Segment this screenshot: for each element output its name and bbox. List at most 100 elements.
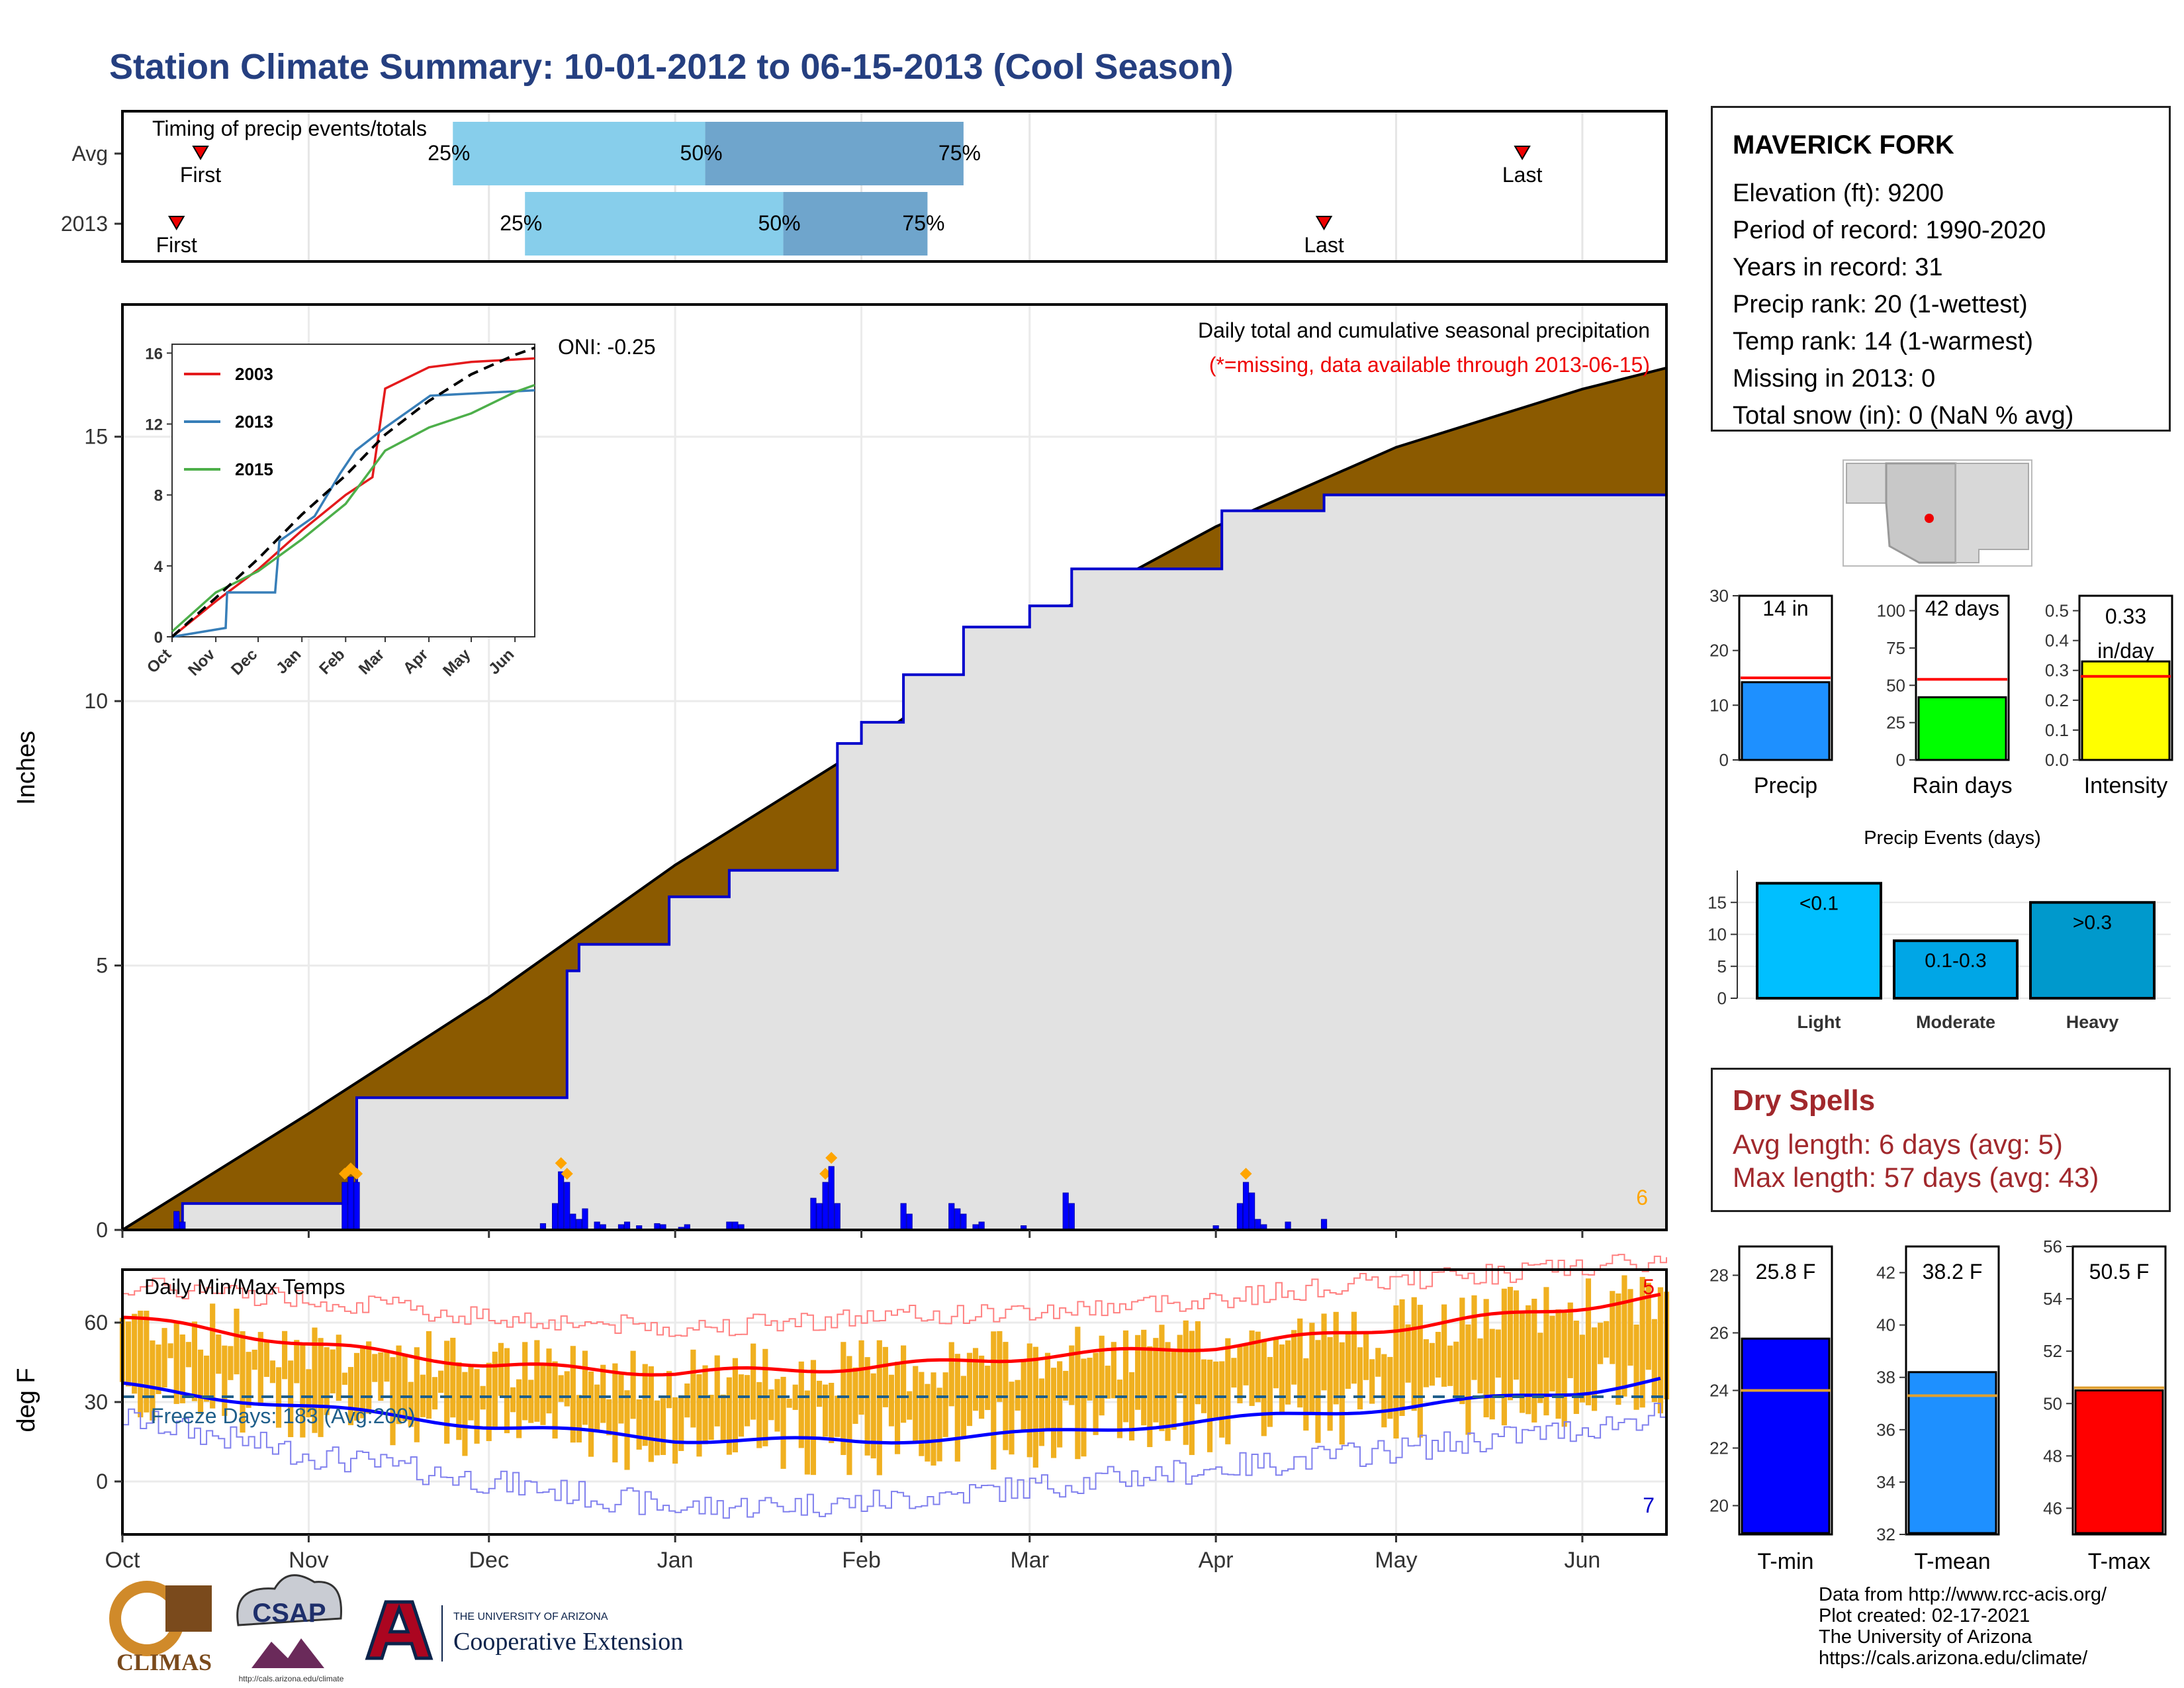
precip-ytick-label: 10 [84,689,108,713]
daily-temp-bar [197,1349,204,1415]
daily-temp-bar [528,1380,534,1423]
daily-temp-bar [1153,1338,1159,1423]
daily-precip-bar [1255,1219,1261,1231]
daily-temp-bar [534,1340,540,1422]
daily-temp-bar [546,1348,552,1414]
daily-precip-bar [173,1211,180,1231]
daily-temp-bar [228,1346,234,1380]
inset-ytick-label: 8 [154,487,163,505]
events-bar [1893,939,2019,1000]
daily-temp-bar [414,1347,420,1442]
daily-temp-bar [864,1357,870,1456]
temp-ytick-label: 60 [84,1311,108,1335]
daily-temp-bar [1087,1358,1093,1401]
daily-temp-bar [1141,1329,1147,1426]
daily-temp-bar [792,1384,798,1410]
daily-temp-bar [516,1379,522,1438]
average-min-line [122,1376,1661,1445]
daily-temp-bar [714,1355,720,1427]
station-period: Period of record: 1990-2020 [1733,216,2046,244]
daily-temp-bar [1116,1380,1123,1438]
daily-temp-bar [263,1340,269,1378]
daily-precip-flag [351,1168,363,1180]
daily-precip-bar [954,1208,961,1231]
temp-bar-tick-label: 22 [1709,1438,1729,1458]
daily-temp-bar [1231,1358,1237,1388]
daily-temp-bar [1598,1323,1604,1364]
daily-temp-bar [1399,1299,1405,1417]
daily-temp-bar [751,1343,756,1420]
mini-bar-tick-label: 0.5 [2045,601,2069,621]
daily-temp-bar [960,1376,966,1438]
daily-temp-bar [1567,1302,1573,1378]
cumulative-2013-line [122,493,1666,1231]
daily-temp-bar [1219,1361,1225,1438]
timing-row-label: 2013 [61,212,108,236]
daily-temp-bar [618,1374,624,1424]
daily-temp-bar [1411,1297,1417,1411]
daily-temp-bar [786,1398,792,1408]
mini-bar-value-label: 14 in [1762,596,1808,620]
daily-temp-bar [341,1372,347,1385]
daily-temp-bar [300,1343,306,1438]
temp-bar-value [1741,1337,1831,1534]
month-label: May [1375,1548,1417,1573]
daily-temp-bar [600,1364,606,1423]
daily-temp-bar [931,1372,936,1466]
daily-temp-bar [1520,1313,1525,1413]
month-label: Mar [1010,1548,1049,1573]
locator-map-state-az [1885,462,1957,564]
timing-last-marker [1315,216,1333,230]
month-label: Oct [105,1548,140,1573]
daily-temp-bar [1549,1315,1555,1391]
daily-temp-bar [1285,1340,1291,1405]
daily-temp-bar [979,1355,985,1419]
daily-temp-bar [985,1366,991,1411]
daily-temp-bar [204,1355,210,1402]
month-label: Apr [1199,1548,1234,1573]
mini-bar-tick-label: 25 [1886,713,1905,733]
events-bar-label: <0.1 [1799,892,1839,914]
daily-temp-bar [234,1308,240,1375]
daily-temp-bar [1111,1342,1116,1399]
daily-temp-bar [1639,1277,1645,1408]
timing-q50-label: 50% [680,141,723,165]
daily-temp-bar [1351,1311,1357,1384]
daily-temp-bar [1009,1382,1015,1455]
daily-precip-bar [1320,1219,1328,1231]
daily-temp-bar [846,1356,852,1476]
station-missing: Missing in 2013: 0 [1733,365,1936,393]
daily-temp-bar [997,1331,1003,1402]
daily-temp-bar [1291,1330,1297,1385]
daily-temp-bar [972,1348,979,1411]
daily-temp-bar [240,1331,246,1433]
daily-temp-bar [708,1395,714,1440]
daily-temp-bar [1050,1368,1057,1458]
temp-bar-value-label: 50.5 F [2089,1260,2150,1284]
events-bar-label: >0.3 [2073,912,2112,933]
daily-temp-bar [1531,1298,1537,1423]
daily-temp-bar [1387,1356,1393,1419]
mini-bar-value-label: 0.33 [2105,604,2146,628]
daily-temp-bar [841,1342,846,1456]
temp-bar-tick-label: 52 [2043,1341,2062,1361]
timing-q75-label: 75% [938,141,981,165]
daily-temp-bar [1195,1321,1201,1405]
climas-logo-text: CLIMAS [116,1649,212,1675]
temp-bar-tick-label: 34 [1876,1472,1895,1492]
daily-temp-bar [1610,1291,1615,1364]
mini-bar-tick-label: 0 [1896,750,1905,770]
daily-temp-bar [1075,1327,1081,1460]
daily-temp-bar [269,1360,276,1383]
csap-logo-url: http://cals.arizona.edu/climate [239,1674,344,1683]
mini-bar-tick-label: 0.3 [2045,661,2069,680]
daily-temp-bar [1171,1349,1177,1430]
climas-logo-block [165,1585,212,1632]
mini-bar-tick-label: 30 [1709,586,1729,606]
daily-temp-bar [1375,1348,1381,1377]
daily-temp-bar [648,1366,654,1462]
daily-temp-bar [504,1348,510,1434]
daily-temp-bar [294,1340,300,1383]
temp-bar-tick-label: 20 [1709,1496,1729,1516]
inset-ytick-label: 12 [145,416,163,434]
